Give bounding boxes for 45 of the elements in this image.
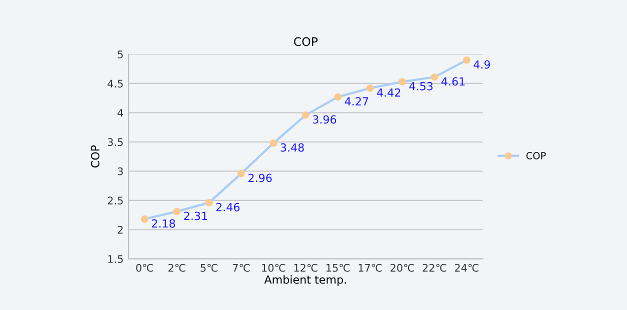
y-tick-label: 1.5 [108, 255, 123, 263]
data-label: 4.42 [377, 88, 400, 97]
y-tick-label: 2 [118, 226, 123, 234]
data-label: 4.27 [344, 97, 368, 106]
data-label: 4.9 [474, 60, 490, 69]
point [334, 93, 342, 101]
data-label: 2.31 [184, 212, 207, 220]
point [205, 199, 213, 206]
point [430, 73, 438, 81]
chart-title: COP [294, 37, 318, 46]
data-label: 3.48 [280, 143, 304, 152]
x-tick-label: 5℃ [200, 264, 218, 272]
point [463, 56, 470, 64]
x-axis-title: Ambient temp. [264, 275, 346, 286]
point [238, 170, 245, 178]
data-label: 2.46 [216, 202, 240, 212]
point [270, 139, 278, 147]
data-label: 4.53 [409, 82, 433, 90]
point [140, 215, 148, 223]
x-tick-label: 17℃ [358, 264, 382, 272]
y-tick-label: 3 [118, 167, 123, 176]
x-tick-label: 24℃ [454, 264, 478, 272]
y-tick-label: 3.5 [108, 138, 123, 146]
y-tick-label: 4.5 [108, 80, 123, 88]
point [173, 208, 181, 216]
x-tick-label: 2℃ [168, 264, 186, 272]
x-tick-label: 7℃ [232, 264, 250, 272]
x-tick-label: 15℃ [326, 264, 350, 272]
point [366, 84, 374, 92]
data-label: 2.96 [248, 174, 272, 182]
data-label: 2.18 [152, 219, 176, 228]
y-axis-title: COP [90, 145, 100, 168]
y-tick-label: 5 [118, 50, 123, 58]
x-tick-label: 20℃ [390, 264, 414, 272]
x-tick-label: 0℃ [136, 264, 154, 272]
x-tick-label: 10℃ [262, 264, 286, 272]
data-label: 4.61 [441, 77, 465, 86]
y-tick-label: 2.5 [108, 196, 123, 204]
data-label: 3.96 [312, 115, 336, 124]
x-tick-label: 22℃ [422, 264, 446, 272]
point [302, 111, 310, 119]
legend-label: COP [526, 152, 546, 160]
y-tick-label: 4 [118, 109, 124, 117]
point [398, 78, 406, 86]
x-tick-label: 12℃ [294, 264, 318, 272]
